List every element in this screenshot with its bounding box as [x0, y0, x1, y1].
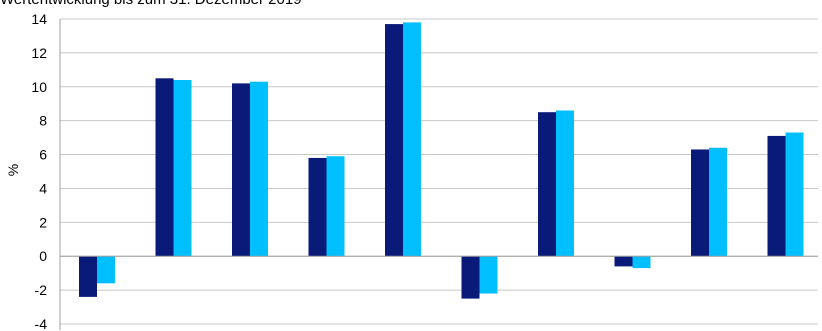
bar-series-2-item-10	[785, 132, 804, 257]
bar-series-2-item-4	[326, 156, 345, 257]
bar-series-2-item-5	[403, 22, 421, 257]
bar-series-1-item-9	[691, 149, 709, 257]
bar-series-1-item-5	[385, 24, 403, 257]
bar-series-1-item-7	[538, 112, 556, 257]
bar-series-1-item-10	[767, 135, 786, 257]
bar-series-2-item-7	[556, 110, 574, 257]
chart-title: Wertentwicklung bis zum 31. Dezember 201…	[0, 0, 302, 9]
bar-series-1-item-3	[232, 83, 250, 257]
y-tick-label: 0	[39, 248, 47, 264]
bar-series-2-item-6	[479, 256, 498, 294]
bar-series-1-item-2	[155, 78, 174, 257]
bar-series-1-item-4	[308, 157, 327, 257]
y-tick-label: 14	[31, 11, 47, 27]
y-tick-label: -2	[35, 282, 48, 298]
y-tick-label: -4	[35, 316, 48, 331]
bar-series-2-item-9	[709, 147, 727, 257]
bar-series-1-item-1	[79, 256, 97, 297]
y-tick-label: 10	[31, 79, 47, 95]
y-axis-label: %	[5, 164, 21, 176]
bar-series-2-item-8	[632, 256, 651, 269]
bars	[79, 22, 804, 299]
y-tick-label: 2	[39, 214, 47, 230]
y-tick-labels: -4 -2 0 2 4 6 8 10 12 14	[31, 11, 47, 331]
bar-series-1-item-6	[461, 256, 480, 299]
bar-series-2-item-2	[173, 80, 192, 257]
bar-series-2-item-1	[97, 256, 115, 284]
bar-series-1-item-8	[614, 256, 633, 267]
y-tick-label: 4	[39, 180, 47, 196]
bar-series-2-item-3	[250, 81, 268, 257]
y-tick-label: 12	[31, 45, 47, 61]
y-tick-label: 8	[39, 113, 47, 129]
y-tick-label: 6	[39, 147, 47, 163]
